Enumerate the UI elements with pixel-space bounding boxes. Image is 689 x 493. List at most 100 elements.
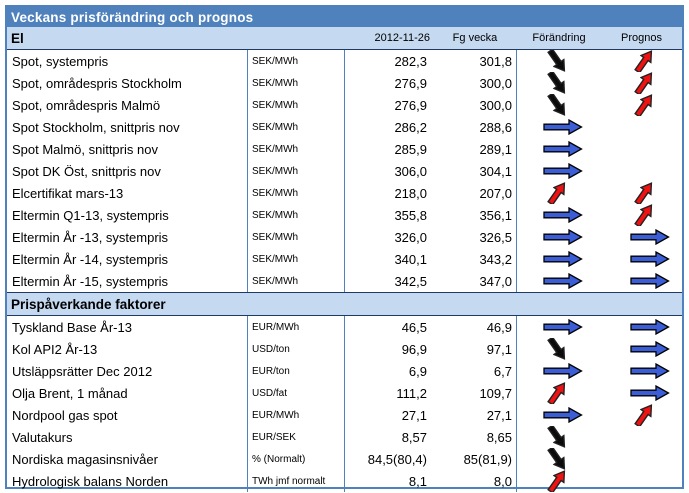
forecast-cell [601, 382, 682, 404]
row-value-prev: 343,2 [433, 248, 517, 270]
row-name: Utsläppsrätter Dec 2012 [7, 360, 248, 382]
change-cell [517, 160, 601, 182]
row-unit: EUR/MWh [248, 316, 345, 338]
forecast-cell [601, 204, 682, 226]
table-row: Eltermin Q1-13, systempris SEK/MWh 355,8… [7, 204, 682, 226]
row-unit: SEK/MWh [248, 248, 345, 270]
change-cell [517, 204, 601, 226]
column-header-date: 2012-11-26 [374, 32, 430, 44]
arrow-up-red-icon [630, 94, 658, 116]
row-name: Eltermin År -14, systempris [7, 248, 248, 270]
forecast-cell [601, 116, 682, 138]
row-unit: EUR/SEK [248, 426, 345, 448]
row-unit: SEK/MWh [248, 270, 345, 292]
row-name: Olja Brent, 1 månad [7, 382, 248, 404]
row-unit: SEK/MWh [248, 182, 345, 204]
arrow-right-blue-icon [543, 207, 583, 223]
change-cell [517, 182, 601, 204]
row-value-prev: 288,6 [433, 116, 517, 138]
row-value-current: 6,9 [408, 363, 427, 379]
forecast-cell [601, 226, 682, 248]
change-cell [517, 270, 601, 292]
arrow-up-red-icon [630, 404, 658, 426]
row-name: Spot Stockholm, snittpris nov [7, 116, 248, 138]
row-unit: SEK/MWh [248, 72, 345, 94]
forecast-cell [601, 426, 682, 448]
arrow-right-blue-icon [630, 273, 670, 289]
section-label-el: El [11, 30, 24, 46]
arrow-up-red-icon [543, 382, 571, 404]
arrow-right-blue-icon [543, 319, 583, 335]
change-cell [517, 50, 601, 72]
row-unit: SEK/MWh [248, 160, 345, 182]
row-value-current: 282,3 [394, 53, 427, 69]
arrow-right-blue-icon [543, 363, 583, 379]
column-header-change: Förändring [532, 32, 586, 44]
row-value-prev: 27,1 [433, 404, 517, 426]
row-name: Valutakurs [7, 426, 248, 448]
page-title: Veckans prisförändring och prognos [11, 9, 254, 25]
forecast-cell [601, 404, 682, 426]
row-value-current: 306,0 [394, 163, 427, 179]
forecast-cell [601, 360, 682, 382]
row-value-current: 8,57 [401, 429, 427, 445]
forecast-cell [601, 316, 682, 338]
arrow-right-blue-icon [543, 251, 583, 267]
table-row: Nordpool gas spot EUR/MWh 27,1 27,1 [7, 404, 682, 426]
row-unit: SEK/MWh [248, 138, 345, 160]
row-value-prev: 304,1 [433, 160, 517, 182]
forecast-cell [601, 50, 682, 72]
table-row: Utsläppsrätter Dec 2012 EUR/ton 6,9 6,7 [7, 360, 682, 382]
row-name: Spot, systempris [7, 50, 248, 72]
row-value-prev: 326,5 [433, 226, 517, 248]
table-row: Kol API2 År-13 USD/ton 96,9 97,1 [7, 338, 682, 360]
section-header-factors: Prispåverkande faktorer [7, 292, 682, 316]
change-cell [517, 248, 601, 270]
row-unit: SEK/MWh [248, 50, 345, 72]
table-row: Eltermin År -15, systempris SEK/MWh 342,… [7, 270, 682, 292]
row-name: Nordpool gas spot [7, 404, 248, 426]
section-label-factors: Prispåverkande faktorer [11, 296, 166, 312]
arrow-right-blue-icon [630, 363, 670, 379]
change-cell [517, 338, 601, 360]
arrow-right-blue-icon [630, 251, 670, 267]
arrow-right-blue-icon [543, 229, 583, 245]
column-header-prev: Fg vecka [452, 32, 498, 44]
forecast-cell [601, 72, 682, 94]
forecast-cell [601, 160, 682, 182]
table-row: Eltermin År -13, systempris SEK/MWh 326,… [7, 226, 682, 248]
forecast-cell [601, 138, 682, 160]
column-header-forecast: Prognos [621, 32, 662, 44]
table-row: Spot Malmö, snittpris nov SEK/MWh 285,9 … [7, 138, 682, 160]
row-name: Eltermin Q1-13, systempris [7, 204, 248, 226]
arrow-down-black-icon [543, 338, 571, 360]
title-bar: Veckans prisförändring och prognos [7, 7, 682, 27]
row-value-current: 285,9 [394, 141, 427, 157]
table-row: Spot DK Öst, snittpris nov SEK/MWh 306,0… [7, 160, 682, 182]
table-row: Hydrologisk balans Norden TWh jmf normal… [7, 470, 682, 492]
row-value-current: 84,5(80,4) [367, 451, 427, 467]
table-row: Tyskland Base År-13 EUR/MWh 46,5 46,9 [7, 316, 682, 338]
row-value-current: 286,2 [394, 119, 427, 135]
forecast-cell [601, 448, 682, 470]
arrow-down-black-icon [543, 50, 571, 72]
arrow-right-blue-icon [543, 407, 583, 423]
row-value-prev: 8,65 [433, 426, 517, 448]
row-value-current: 276,9 [394, 75, 427, 91]
change-cell [517, 426, 601, 448]
forecast-cell [601, 470, 682, 492]
row-value-current: 342,5 [394, 273, 427, 289]
change-cell [517, 138, 601, 160]
arrow-right-blue-icon [543, 163, 583, 179]
row-value-current: 340,1 [394, 251, 427, 267]
row-unit: % (Normalt) [248, 448, 345, 470]
change-cell [517, 470, 601, 492]
row-name: Elcertifikat mars-13 [7, 182, 248, 204]
table-row: Olja Brent, 1 månad USD/fat 111,2 109,7 [7, 382, 682, 404]
row-name: Spot, områdespris Malmö [7, 94, 248, 116]
forecast-cell [601, 248, 682, 270]
change-cell [517, 404, 601, 426]
row-value-current: 111,2 [396, 385, 427, 401]
arrow-right-blue-icon [543, 119, 583, 135]
table-row: Spot, områdespris Malmö SEK/MWh 276,9 30… [7, 94, 682, 116]
